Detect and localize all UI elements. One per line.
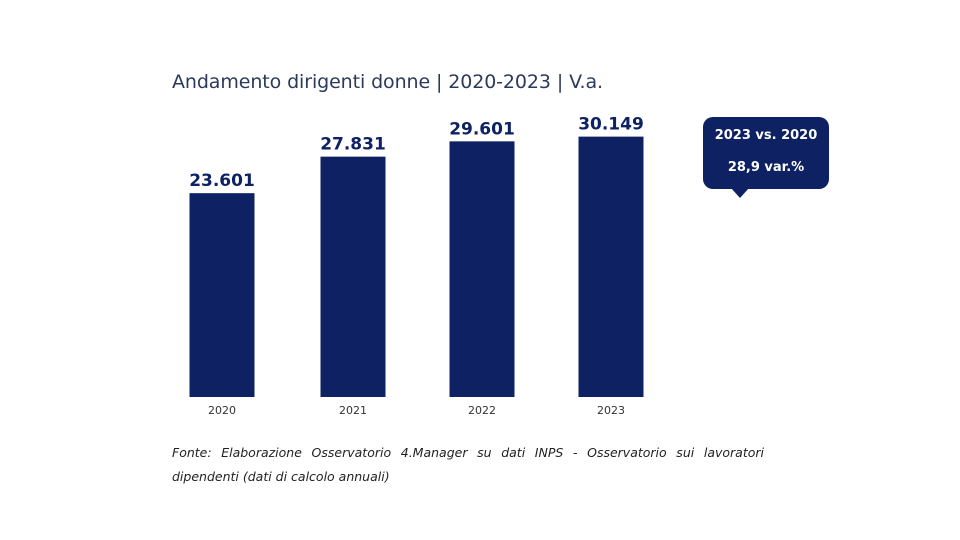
bar-2020 — [189, 193, 255, 397]
bar-2021 — [320, 156, 386, 397]
bar-2023 — [578, 136, 644, 398]
x-tick-label-2023: 2023 — [597, 404, 625, 417]
chart-title: Andamento dirigenti donne | 2020-2023 | … — [172, 71, 603, 93]
x-tick-label-2021: 2021 — [339, 404, 367, 417]
bar-2022 — [449, 141, 515, 397]
value-label-2022: 29.601 — [449, 119, 515, 139]
value-label-2023: 30.149 — [578, 115, 644, 135]
x-tick-label-2022: 2022 — [468, 404, 496, 417]
source-note: Fonte: Elaborazione Osservatorio 4.Manag… — [172, 445, 764, 484]
x-tick-label-2020: 2020 — [208, 404, 236, 417]
callout-value: 28,9 var.% — [727, 160, 805, 175]
comparison-callout: 2023 vs. 2020 28,9 var.% — [703, 117, 829, 198]
value-label-2020: 23.601 — [189, 171, 255, 191]
value-label-2021: 27.831 — [320, 135, 386, 155]
callout-title: 2023 vs. 2020 — [714, 128, 818, 143]
